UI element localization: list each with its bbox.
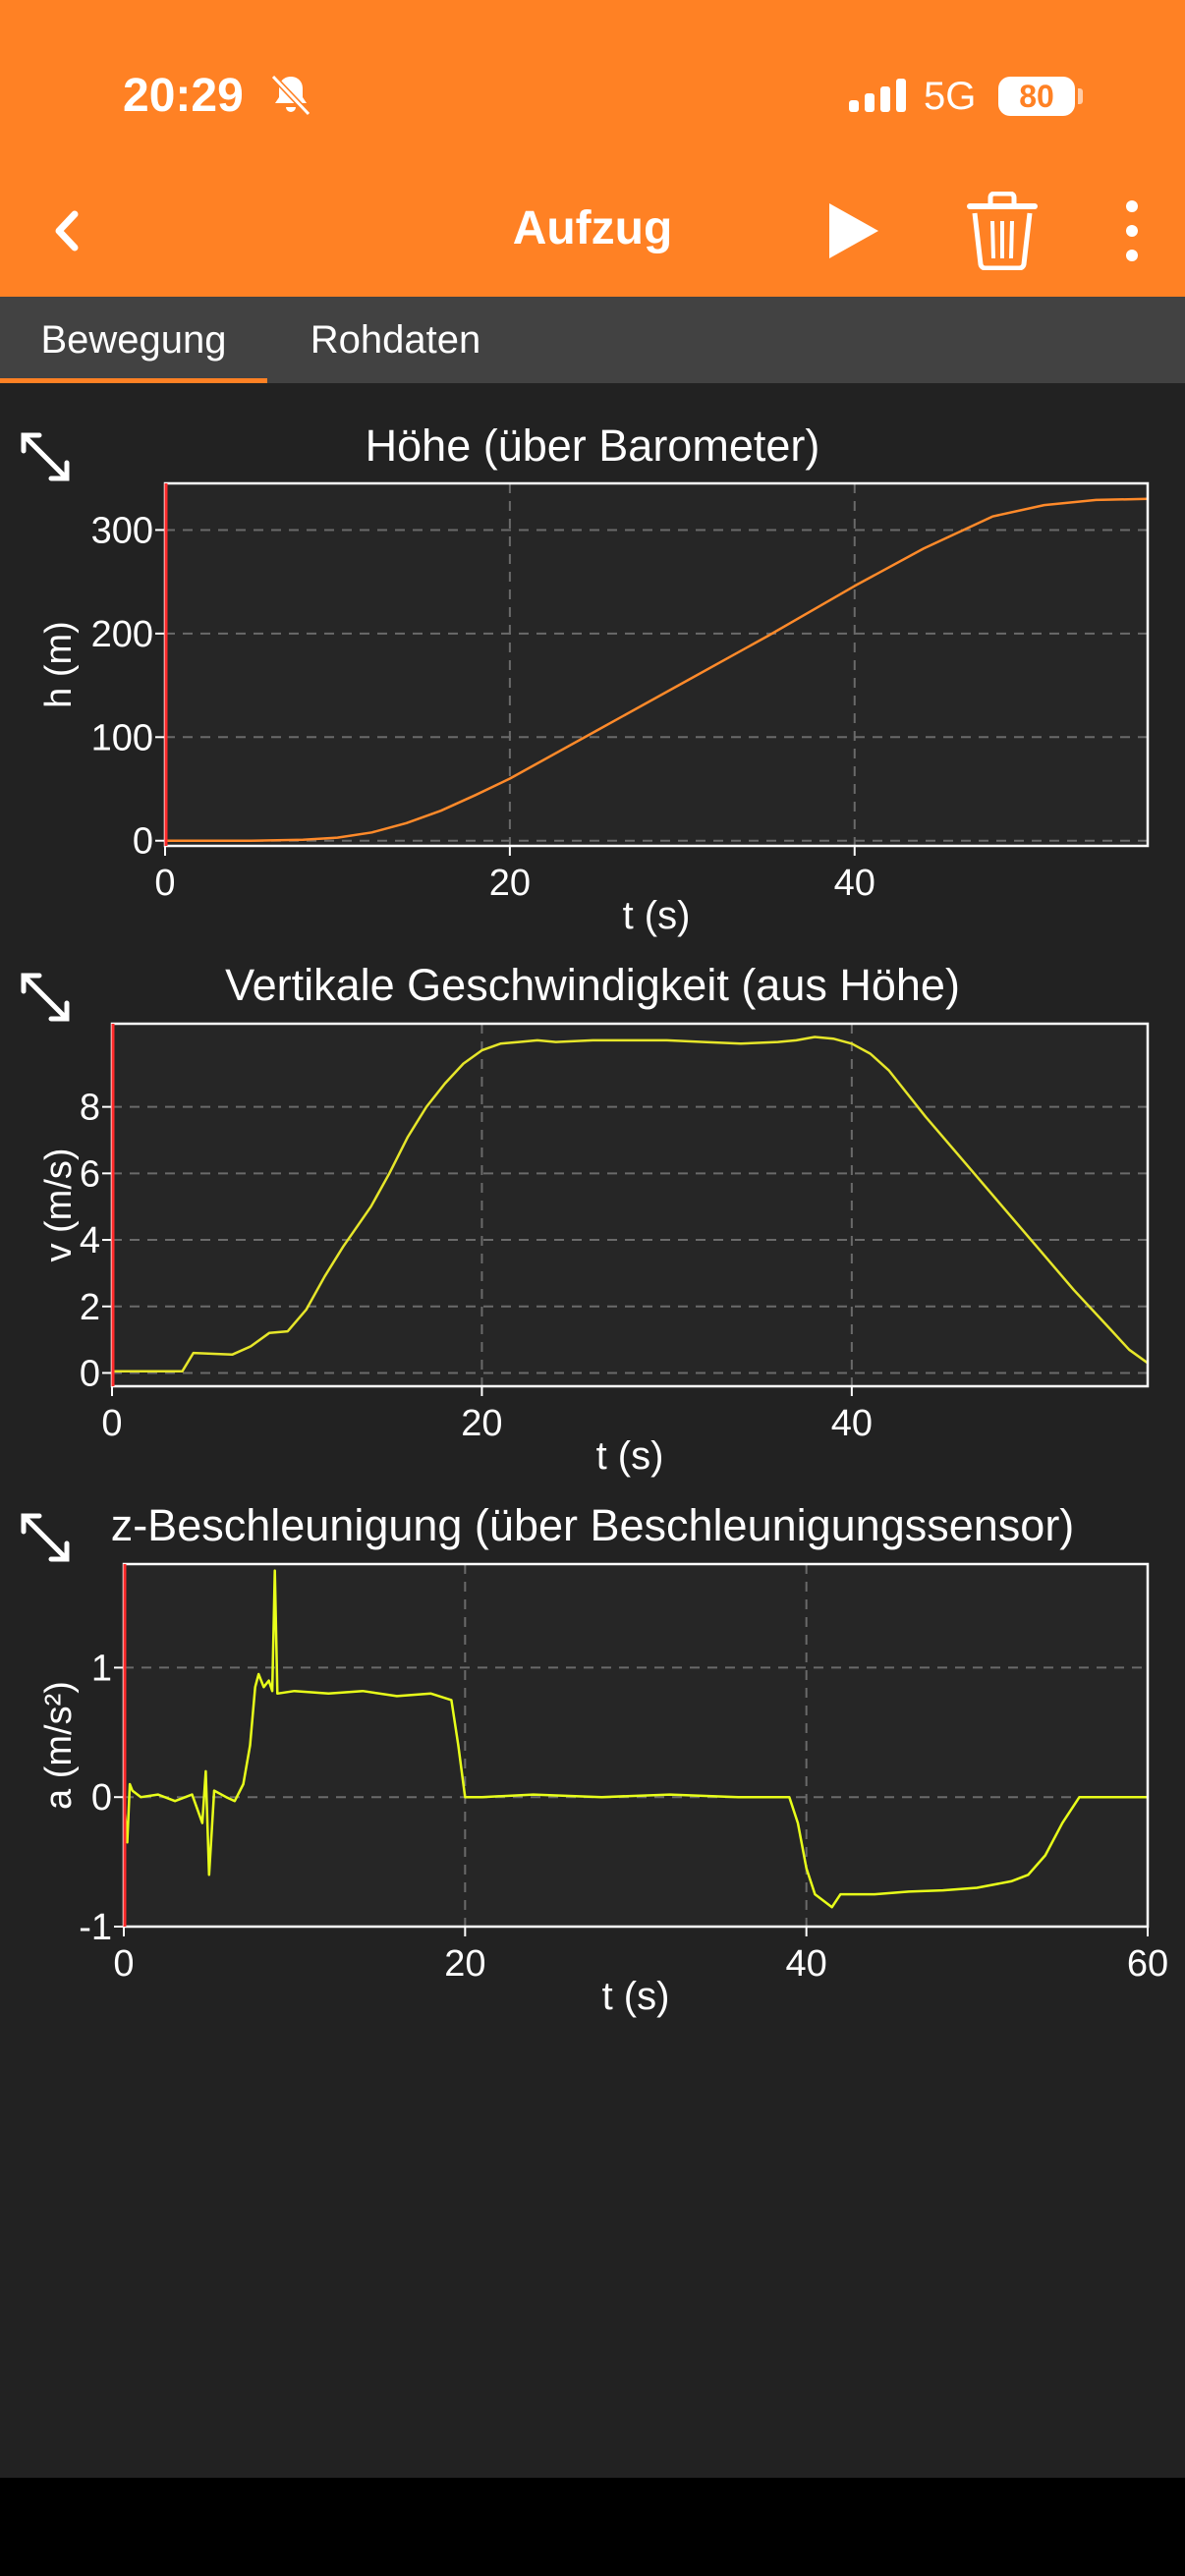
y-tick-label: 300 [91,510,153,551]
y-tick-label: 0 [133,821,153,863]
x-axis-label: t (s) [623,894,691,937]
x-tick-label: 60 [1127,1943,1168,1985]
toolbar [0,177,1185,297]
y-tick-label: 100 [91,717,153,758]
bottom-bar [0,2478,1185,2576]
y-tick-label: 2 [80,1287,100,1328]
chart-title-acceleration: z-Beschleunigung (über Beschleunigungsse… [110,1500,1075,1550]
more-vertical-icon[interactable] [1110,196,1154,265]
x-tick-label: 0 [113,1943,134,1985]
x-tick-label: 40 [831,1403,873,1444]
expand-icon[interactable] [18,1510,73,1565]
x-tick-label: 40 [834,863,875,904]
tab-rohdaten[interactable]: Rohdaten [310,318,481,362]
series-line [122,1569,1148,1909]
battery-icon: 80 [998,77,1075,116]
x-tick-label: 20 [489,863,531,904]
y-tick-label: 1 [91,1648,112,1689]
height-chart: 0 20 40 0 100 200 300 t (s) h (m) [38,481,1150,937]
chevron-left-icon[interactable] [39,196,94,265]
series-line [165,497,1149,842]
y-tick-label: 200 [91,614,153,655]
battery-level: 80 [1019,79,1054,114]
bell-slash-icon [270,74,311,117]
y-tick-label: 8 [80,1088,100,1129]
expand-icon[interactable] [18,970,73,1025]
trash-icon[interactable] [965,192,1040,270]
series-line [112,1036,1149,1373]
x-tick-label: 20 [444,1943,485,1985]
y-axis-label: v (m/s) [38,1148,80,1261]
tab-bewegung[interactable]: Bewegung [0,297,267,383]
battery-tip [1078,88,1083,104]
chart-title-height: Höhe (über Barometer) [365,420,820,471]
plot-area [112,1024,1148,1386]
y-tick-label: 0 [80,1353,100,1394]
network-label: 5G [924,75,977,118]
velocity-chart: 0 20 40 0 2 4 6 8 t (s) v (m/s) [38,1022,1150,1478]
chart-title-velocity: Vertikale Geschwindigkeit (aus Höhe) [225,960,960,1010]
tab-bar: Bewegung Rohdaten [0,297,1185,383]
x-axis-label: t (s) [596,1434,664,1478]
expand-icon[interactable] [18,429,73,484]
play-icon[interactable] [821,199,884,262]
y-tick-label: -1 [79,1907,112,1948]
x-tick-label: 0 [101,1403,122,1444]
x-tick-label: 40 [786,1943,827,1985]
status-bar [0,0,1185,177]
y-tick-label: 0 [91,1777,112,1819]
y-axis-label: h (m) [38,621,80,708]
y-tick-label: 6 [80,1153,100,1195]
signal-icon [849,79,906,112]
y-axis-label: a (m/s²) [38,1681,80,1810]
x-tick-label: 0 [154,863,175,904]
plot-area [165,483,1148,846]
y-tick-label: 4 [80,1220,100,1261]
x-axis-label: t (s) [602,1975,670,2018]
status-time: 20:29 [123,70,244,122]
plot-area [124,1564,1148,1927]
x-tick-label: 20 [461,1403,502,1444]
